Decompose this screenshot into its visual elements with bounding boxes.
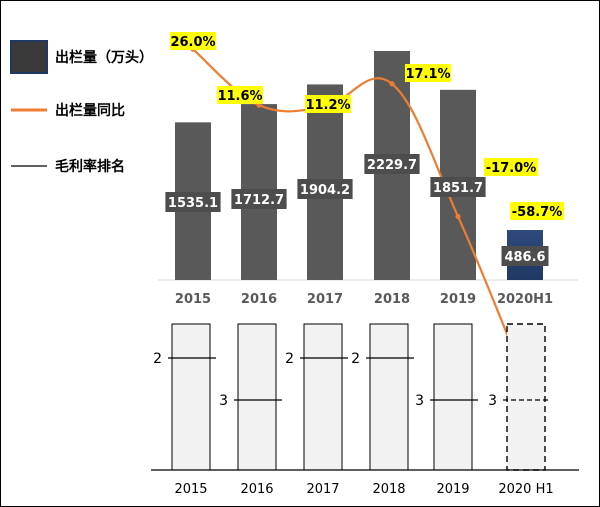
legend-line-label: 出栏量同比	[55, 102, 125, 119]
yoy-value-label: -58.7%	[512, 205, 563, 220]
rank-x-tick: 2019	[436, 482, 469, 497]
volume-value-label: 486.6	[504, 250, 545, 265]
rank-value-label: 3	[488, 393, 497, 409]
yoy-value-label-bg	[510, 202, 564, 220]
volume-x-tick: 2015	[175, 292, 211, 307]
volume-value-label: 1851.7	[433, 181, 483, 196]
volume-value-label: 1904.2	[300, 183, 350, 198]
volume-x-tick: 2018	[374, 292, 410, 307]
volume-x-tick: 2020H1	[497, 292, 553, 307]
rank-value-label: 3	[415, 393, 424, 409]
volume-value-label: 2229.7	[367, 158, 417, 173]
rank-value-label: 3	[219, 393, 228, 409]
rank-box	[369, 323, 409, 471]
volume-value-labels: 1535.1 1712.7 1904.2 2229.7 1851.7 486.6	[165, 154, 549, 266]
legend-bar-swatch	[10, 40, 48, 74]
yoy-value-label: 17.1%	[405, 67, 450, 82]
rank-value-label: 2	[285, 351, 294, 367]
rank-value-label: 2	[153, 351, 162, 367]
yoy-value-label-bg	[170, 32, 216, 50]
rank-x-tick: 2015	[174, 482, 207, 497]
rank-x-tick: 2017	[306, 482, 339, 497]
yoy-value-label-bg	[484, 158, 538, 176]
volume-value-label-bg	[231, 189, 287, 209]
legend: 出栏量（万头） 出栏量同比 毛利率排名	[10, 40, 153, 175]
rank-x-tick-labels: 2015 2016 2017 2018 2019 2020 H1	[174, 482, 553, 497]
yoy-value-label-bg	[405, 64, 451, 82]
volume-value-label-bg	[165, 192, 221, 212]
yoy-point	[455, 213, 461, 220]
yoy-value-label: 11.6%	[217, 89, 262, 104]
rank-box	[171, 323, 211, 471]
yoy-value-labels: 26.0% 11.6% 11.2% 17.1% -17.0% -58.7%	[170, 32, 564, 220]
yoy-point	[389, 81, 395, 87]
rank-marks: 2 3 2 2 3 3	[153, 351, 551, 409]
yoy-value-label: 11.2%	[305, 98, 350, 113]
volume-value-label: 1712.7	[234, 193, 284, 208]
yoy-value-label-bg	[217, 86, 263, 104]
yoy-value-label: -17.0%	[486, 161, 537, 176]
legend-margin-label: 毛利率排名	[55, 158, 125, 175]
volume-x-tick: 2017	[307, 292, 343, 307]
volume-chart: 1535.1 1712.7 1904.2 2229.7 1851.7 486.6 26.0…	[158, 32, 578, 382]
rank-x-tick: 2020 H1	[498, 482, 553, 497]
rank-box	[506, 323, 546, 471]
volume-value-label-bg	[364, 154, 420, 174]
volume-x-tick: 2019	[440, 292, 476, 307]
legend-bar-label: 出栏量（万头）	[55, 49, 153, 66]
margin-rank-chart: 2 3 2 2 3 3 2015 2016 2017 2018 2019 2020 H1	[151, 323, 579, 497]
volume-value-label: 1535.1	[168, 196, 218, 211]
rank-x-tick: 2018	[372, 482, 405, 497]
volume-x-tick-labels: 2015 2016 2017 2018 2019 2020H1	[175, 292, 553, 307]
rank-x-tick: 2016	[240, 482, 273, 497]
volume-x-tick: 2016	[241, 292, 277, 307]
rank-boxes	[171, 323, 546, 471]
volume-value-label-bg	[297, 179, 353, 199]
rank-value-label: 2	[351, 351, 360, 367]
yoy-value-label: 26.0%	[170, 35, 215, 50]
rank-box	[433, 323, 473, 471]
volume-value-label-bg	[501, 246, 549, 266]
rank-box	[237, 323, 277, 471]
volume-value-label-bg	[430, 177, 486, 197]
rank-box	[303, 323, 343, 471]
yoy-value-label-bg	[305, 95, 351, 113]
